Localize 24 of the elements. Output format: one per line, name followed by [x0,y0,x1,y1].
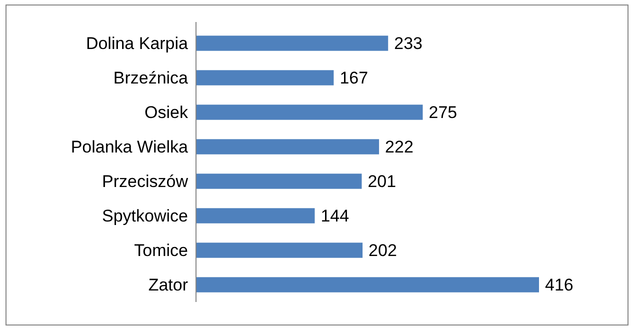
y-tick-label: Zator [148,276,188,295]
y-tick-label: Brzeźnica [113,68,189,88]
data-label: 201 [368,172,396,192]
data-label: 416 [545,276,574,295]
data-label: 275 [428,103,458,122]
data-label: 222 [385,138,414,157]
bar [196,242,363,258]
data-label: 202 [368,241,397,260]
y-tick-label: Przeciszów [102,172,189,192]
bar [196,277,539,292]
y-tick-label: Tomice [134,241,188,260]
y-tick-label: Spytkowice [102,206,188,226]
y-tick-label: Dolina Karpia [86,34,189,54]
data-label: 233 [394,34,422,54]
bar [196,139,380,154]
data-label: 144 [320,206,350,226]
bar [196,104,423,120]
data-label: 167 [340,68,368,88]
y-tick-label: Polanka Wielka [70,138,189,157]
bar [196,36,388,51]
bar [196,70,334,86]
y-tick-label: Osiek [144,103,188,122]
bar [196,208,315,224]
bar [196,174,362,189]
